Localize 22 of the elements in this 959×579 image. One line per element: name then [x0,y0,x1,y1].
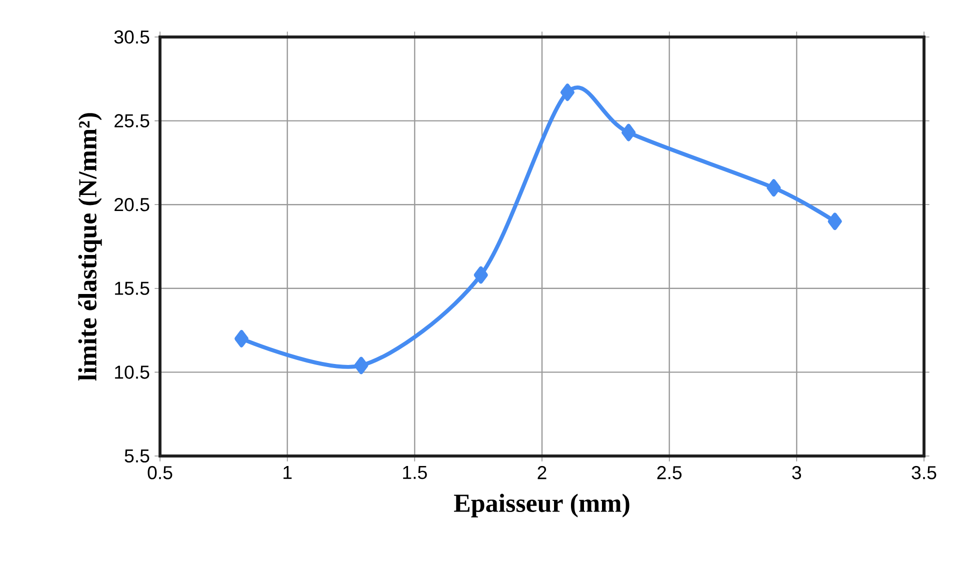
x-tick-label: 2 [538,466,546,480]
point [560,84,574,101]
y-tick-label: 10.5 [115,366,150,379]
x-tick-label: 0.5 [148,466,172,480]
y-tick-label: 25.5 [114,114,150,128]
y-tick-label: 20.5 [114,198,150,212]
point [766,179,781,197]
point [474,266,488,284]
y-tick-label: 5.5 [124,449,150,463]
x-tick-label: 3.5 [912,466,936,480]
x-tick-label: 2.5 [657,466,682,480]
x-tick-label: 3 [792,466,802,480]
point [234,330,248,348]
x-tick-label: 1 [284,466,292,479]
point [622,124,636,142]
y-tick-label: 15.5 [115,282,150,295]
point [354,356,368,374]
x-axis-title: Epaisseur (mm) [454,494,630,518]
y-tick-label: 30.5 [114,30,150,44]
point [828,212,842,230]
x-tick-label: 1.5 [403,466,427,480]
y-axis-title: limite élastique (N/mm²) [78,113,102,381]
